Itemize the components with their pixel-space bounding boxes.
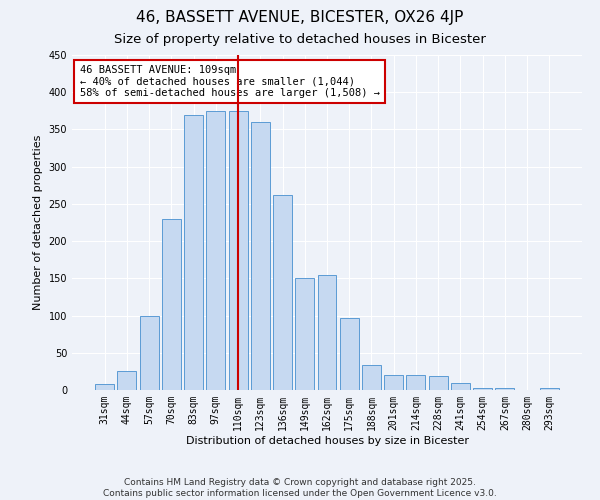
Bar [451, 382, 470, 390]
Text: 46, BASSETT AVENUE, BICESTER, OX26 4JP: 46, BASSETT AVENUE, BICESTER, OX26 4JP [136, 10, 464, 25]
Bar [118, 372, 136, 390]
Bar [184, 114, 203, 390]
Y-axis label: Number of detached properties: Number of detached properties [33, 135, 43, 310]
X-axis label: Distribution of detached houses by size in Bicester: Distribution of detached houses by size … [185, 436, 469, 446]
Bar [540, 388, 559, 390]
Bar [206, 111, 225, 390]
Bar [340, 318, 359, 390]
Bar [406, 375, 425, 390]
Text: Contains HM Land Registry data © Crown copyright and database right 2025.
Contai: Contains HM Land Registry data © Crown c… [103, 478, 497, 498]
Text: 46 BASSETT AVENUE: 109sqm
← 40% of detached houses are smaller (1,044)
58% of se: 46 BASSETT AVENUE: 109sqm ← 40% of detac… [80, 65, 380, 98]
Bar [384, 375, 403, 390]
Bar [162, 219, 181, 390]
Bar [317, 274, 337, 390]
Bar [429, 376, 448, 390]
Text: Size of property relative to detached houses in Bicester: Size of property relative to detached ho… [114, 32, 486, 46]
Bar [251, 122, 270, 390]
Bar [140, 316, 158, 390]
Bar [496, 388, 514, 390]
Bar [95, 384, 114, 390]
Bar [273, 195, 292, 390]
Bar [295, 278, 314, 390]
Bar [229, 111, 248, 390]
Bar [362, 366, 381, 390]
Bar [473, 388, 492, 390]
